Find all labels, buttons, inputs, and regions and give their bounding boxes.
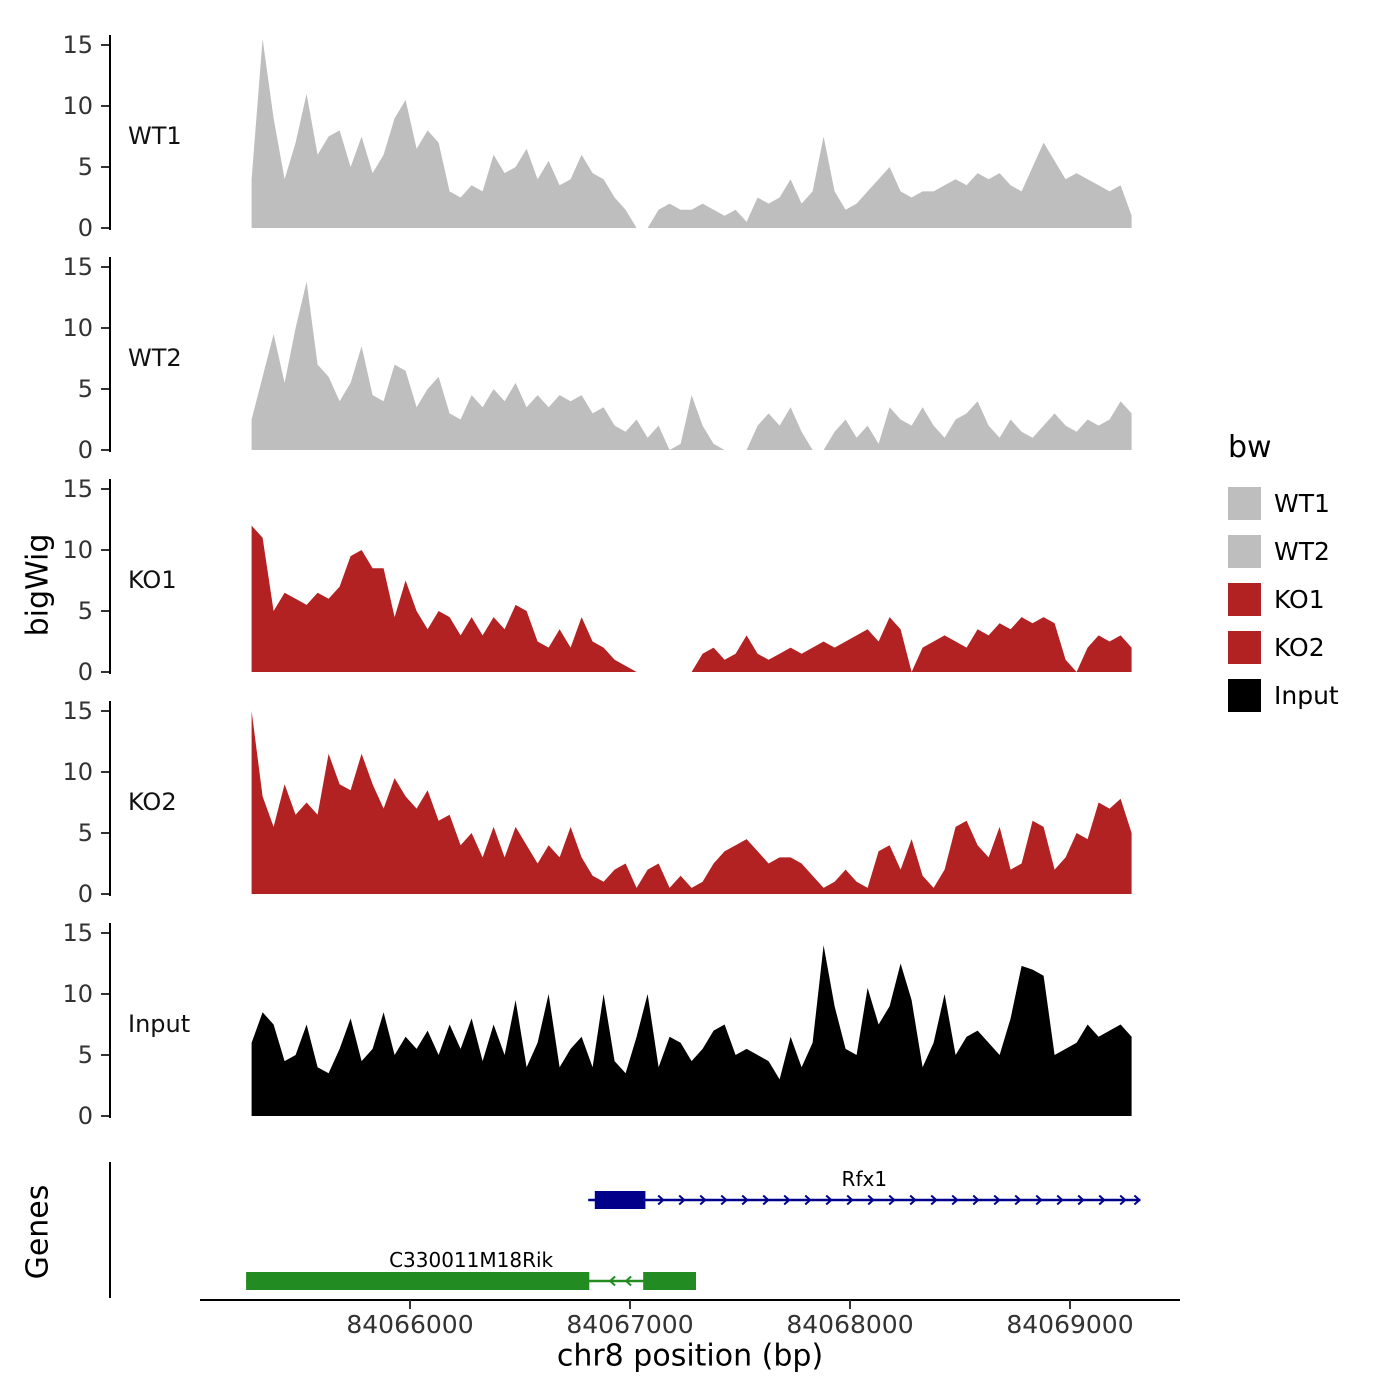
y-tick-label: 0: [78, 658, 93, 686]
y-tick-label: 5: [78, 375, 93, 403]
coverage-area-WT1: [251, 38, 1132, 229]
gene-label-C330011M18Rik: C330011M18Rik: [389, 1248, 553, 1272]
strand-arrow-icon: [1035, 1194, 1043, 1206]
y-tick-label: 5: [78, 819, 93, 847]
x-tick-label: 84067000: [566, 1310, 693, 1339]
legend-label: WT1: [1274, 489, 1330, 518]
legend: bw WT1 WT2 KO1 KO2 Input: [1228, 430, 1339, 727]
legend-title: bw: [1228, 430, 1272, 465]
legend-entry-KO1: KO1: [1228, 583, 1339, 616]
strand-arrow-icon: [720, 1194, 728, 1206]
strand-arrow-icon: [699, 1194, 707, 1206]
legend-label: KO2: [1274, 633, 1325, 662]
legend-label: Input: [1274, 681, 1339, 710]
gene-exon-Rfx1: [594, 1191, 646, 1209]
track-label-Input: Input: [128, 1010, 190, 1038]
y-tick-label: 10: [62, 758, 93, 786]
coverage-area-WT2: [251, 281, 1132, 450]
legend-entry-Input: Input: [1228, 679, 1339, 712]
gene-exon-C330011M18Rik: [246, 1272, 590, 1290]
x-tick-label: 84066000: [346, 1310, 473, 1339]
y-tick-label: 5: [78, 153, 93, 181]
strand-arrow-icon: [624, 1275, 632, 1287]
x-tick-label: 84069000: [1006, 1310, 1133, 1339]
y-tick-label: 0: [78, 880, 93, 908]
legend-label: WT2: [1274, 537, 1330, 566]
strand-arrow-icon: [608, 1275, 616, 1287]
strand-arrow-icon: [825, 1194, 833, 1206]
y-tick-label: 10: [62, 314, 93, 342]
legend-swatch-icon: [1228, 535, 1261, 568]
gene-exon-C330011M18Rik: [643, 1272, 696, 1290]
coverage-area-KO2: [251, 711, 1132, 894]
strand-arrow-icon: [951, 1194, 959, 1206]
x-tick-label: 84068000: [786, 1310, 913, 1339]
strand-arrow-icon: [741, 1194, 749, 1206]
strand-arrow-icon: [657, 1194, 665, 1206]
legend-swatch-icon: [1228, 583, 1261, 616]
strand-arrow-icon: [909, 1194, 917, 1206]
y-axis-title: bigWig: [20, 533, 56, 637]
track-label-WT1: WT1: [128, 122, 182, 150]
strand-arrow-icon: [867, 1194, 875, 1206]
y-tick-label: 10: [62, 536, 93, 564]
strand-arrow-icon: [888, 1194, 896, 1206]
track-label-KO1: KO1: [128, 566, 177, 594]
x-axis-title: chr8 position (bp): [556, 1338, 824, 1374]
legend-entry-WT1: WT1: [1228, 487, 1339, 520]
y-tick-label: 15: [62, 919, 93, 947]
y-tick-label: 0: [78, 1102, 93, 1130]
y-tick-label: 15: [62, 475, 93, 503]
legend-entry-KO2: KO2: [1228, 631, 1339, 664]
strand-arrow-icon: [1077, 1194, 1085, 1206]
strand-arrow-icon: [846, 1194, 854, 1206]
legend-entry-WT2: WT2: [1228, 535, 1339, 568]
y-tick-label: 0: [78, 214, 93, 242]
coverage-area-KO1: [251, 525, 1132, 672]
legend-swatch-icon: [1228, 679, 1261, 712]
y-tick-label: 5: [78, 1041, 93, 1069]
legend-entries: WT1 WT2 KO1 KO2 Input: [1228, 487, 1339, 712]
strand-arrow-icon: [804, 1194, 812, 1206]
y-tick-label: 10: [62, 92, 93, 120]
gene-label-Rfx1: Rfx1: [842, 1167, 888, 1191]
strand-arrow-icon: [1056, 1194, 1064, 1206]
legend-swatch-icon: [1228, 487, 1261, 520]
strand-arrow-icon: [930, 1194, 938, 1206]
y-tick-label: 10: [62, 980, 93, 1008]
strand-arrow-icon: [783, 1194, 791, 1206]
coverage-area-Input: [251, 945, 1132, 1116]
strand-arrow-icon: [762, 1194, 770, 1206]
track-label-WT2: WT2: [128, 344, 182, 372]
y-tick-label: 15: [62, 253, 93, 281]
strand-arrow-icon: [678, 1194, 686, 1206]
legend-label: KO1: [1274, 585, 1325, 614]
track-label-KO2: KO2: [128, 788, 177, 816]
y-tick-label: 0: [78, 436, 93, 464]
strand-arrow-icon: [1014, 1194, 1022, 1206]
legend-swatch-icon: [1228, 631, 1261, 664]
y-tick-label: 15: [62, 697, 93, 725]
strand-arrow-icon: [993, 1194, 1001, 1206]
strand-arrow-icon: [1098, 1194, 1106, 1206]
strand-arrow-icon: [972, 1194, 980, 1206]
strand-arrow-icon: [1133, 1194, 1141, 1206]
y-tick-label: 5: [78, 597, 93, 625]
strand-arrow-icon: [1119, 1194, 1127, 1206]
y-tick-label: 15: [62, 31, 93, 59]
genes-axis-title: Genes: [20, 1184, 56, 1280]
